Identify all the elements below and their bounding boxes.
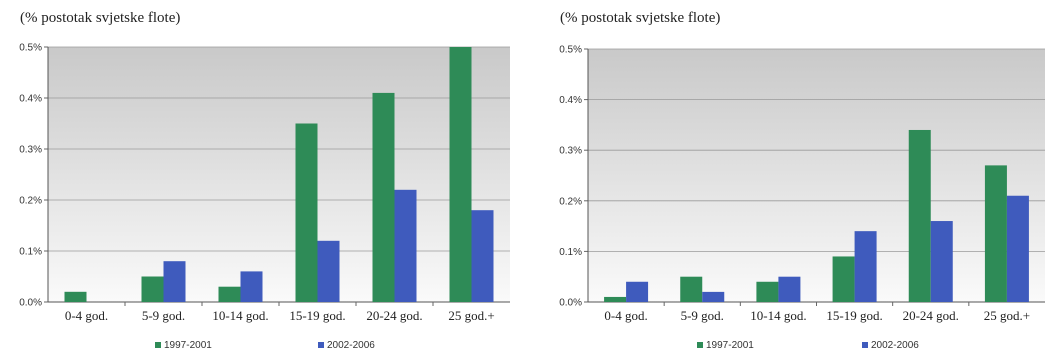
bar-1997-2001-1519god: [832, 256, 855, 302]
x-tick-label: 25 god.+: [448, 308, 494, 323]
x-tick-label: 5-9 god.: [681, 308, 724, 323]
legend-swatch: [697, 342, 703, 348]
y-tick-label: 0.5%: [19, 43, 42, 54]
bar-2002-2006-1014god: [778, 276, 801, 302]
x-tick-label: 5-9 god.: [142, 308, 185, 323]
bar-2002-2006-2024god: [394, 189, 417, 302]
x-tick-label: 15-19 god.: [289, 308, 345, 323]
y-tick-label: 0.3%: [19, 145, 42, 156]
chart-title: (% postotak svjetske flote): [20, 10, 181, 26]
chart-panel-left: (% postotak svjetske flote) 0.0% 0.1% 0.2%…: [19, 10, 510, 351]
y-tick-label: 0.2%: [559, 196, 582, 207]
y-tick-label: 0.1%: [19, 247, 42, 258]
y-tick-label: 0.4%: [559, 95, 582, 106]
bar-chart-right: 0.0% 0.1% 0.2% 0.3% 0.4% 0.5% 0-4 god. 5-9 god.…: [559, 45, 1045, 351]
x-tick-label: 10-14 god.: [212, 308, 268, 323]
plot-area: [48, 47, 510, 302]
x-tick-label: 15-19 god.: [826, 308, 882, 323]
bar-1997-2001-04god: [64, 291, 87, 302]
legend-swatch: [155, 342, 161, 348]
x-tick-label: 20-24 god.: [366, 308, 422, 323]
x-tick-label: 20-24 god.: [903, 308, 959, 323]
bar-1997-2001-1014god: [218, 286, 241, 302]
y-tick-label: 0.5%: [559, 45, 582, 56]
x-tick-label: 0-4 god.: [65, 308, 108, 323]
legend-label: 1997-2001: [164, 340, 212, 351]
y-tick-label: 0.4%: [19, 94, 42, 105]
bar-1997-2001-25god+: [449, 47, 472, 302]
bar-2002-2006-2024god: [930, 221, 953, 302]
y-tick-label: 0.3%: [559, 146, 582, 157]
legend-label: 2002-2006: [327, 340, 375, 351]
legend-swatch: [862, 342, 868, 348]
bar-1997-2001-59god: [141, 276, 164, 302]
bar-2002-2006-25god+: [471, 210, 494, 302]
bar-1997-2001-1014god: [756, 281, 779, 302]
bar-2002-2006-25god+: [1006, 195, 1029, 302]
x-tick-label: 10-14 god.: [750, 308, 806, 323]
bar-2002-2006-59god: [702, 291, 725, 302]
bar-2002-2006-59god: [163, 261, 186, 302]
legend-label: 2002-2006: [871, 340, 919, 351]
legend-label: 1997-2001: [706, 340, 754, 351]
bar-chart-left: 0.0% 0.1% 0.2% 0.3% 0.4% 0.5% 0-4 god. 5-9 god.…: [19, 43, 510, 351]
bar-2002-2006-1519god: [854, 231, 877, 302]
legend-swatch: [318, 342, 324, 348]
bar-1997-2001-59god: [680, 276, 703, 302]
bar-1997-2001-2024god: [908, 129, 931, 302]
chart-panel-right: (% postotak svjetske flote) 0.0% 0.1% 0.2%…: [540, 0, 1049, 351]
bar-2002-2006-1014god: [240, 271, 263, 302]
bar-1997-2001-2024god: [372, 92, 395, 303]
bar-2002-2006-04god: [626, 281, 649, 302]
bar-1997-2001-1519god: [295, 123, 318, 302]
y-tick-label: 0.2%: [19, 196, 42, 207]
chart-title: (% postotak svjetske flote): [560, 10, 721, 26]
bar-1997-2001-04god: [604, 296, 627, 302]
y-tick-label: 0.0%: [559, 298, 582, 309]
x-tick-label: 25 god.+: [984, 308, 1030, 323]
y-tick-label: 0.1%: [559, 247, 582, 258]
x-tick-label: 0-4 god.: [604, 308, 647, 323]
bar-2002-2006-1519god: [317, 240, 340, 302]
bar-1997-2001-25god+: [984, 165, 1007, 302]
plot-area: [588, 49, 1045, 302]
y-tick-label: 0.0%: [19, 298, 42, 309]
